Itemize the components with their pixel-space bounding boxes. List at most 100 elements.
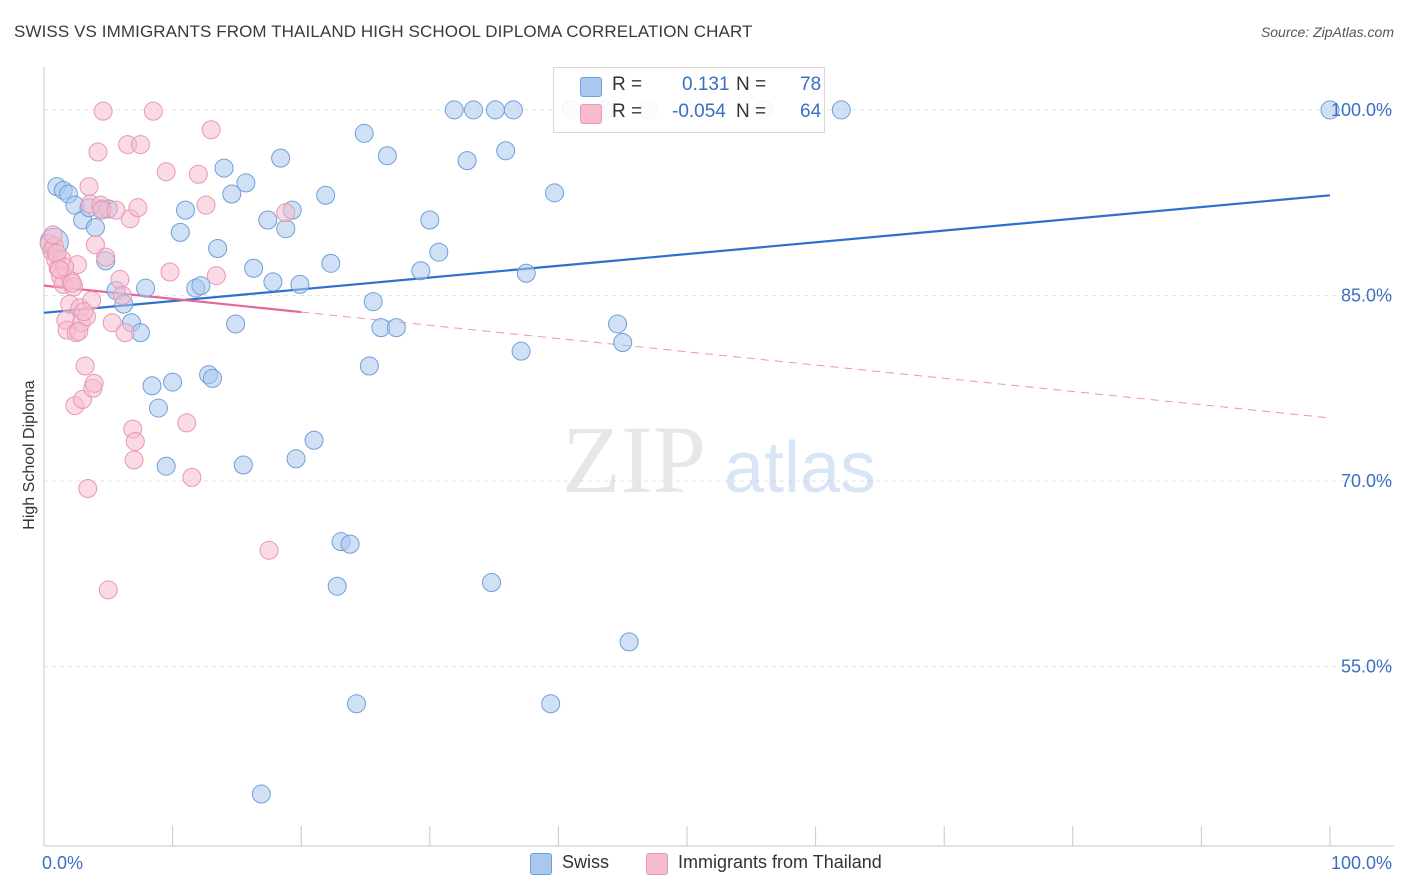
thai-point bbox=[201, 120, 221, 140]
swiss-point bbox=[354, 123, 374, 143]
thai-point bbox=[128, 198, 148, 218]
swiss-point bbox=[340, 534, 360, 554]
thai-point bbox=[112, 285, 132, 305]
swiss-point bbox=[496, 141, 516, 161]
thai-point bbox=[79, 177, 99, 197]
bottom-thai-swatch bbox=[646, 853, 668, 875]
swiss-point bbox=[136, 278, 156, 298]
thai-n-value: 64 bbox=[800, 101, 822, 122]
bottom-swiss-swatch bbox=[530, 853, 552, 875]
thai-point bbox=[75, 356, 95, 376]
thai-trend-line-dashed bbox=[301, 311, 1331, 419]
thai-point bbox=[62, 273, 82, 293]
thai-point bbox=[78, 478, 98, 498]
axes bbox=[43, 67, 1394, 847]
swiss-swatch bbox=[580, 77, 602, 97]
watermark-zip: ZIP bbox=[562, 406, 706, 513]
swiss-point bbox=[541, 694, 561, 714]
swiss-point bbox=[831, 100, 851, 120]
thai-point bbox=[110, 269, 130, 289]
bottom-swiss-label: Swiss bbox=[562, 852, 610, 872]
swiss-point bbox=[327, 576, 347, 596]
swiss-point bbox=[233, 455, 253, 475]
thai-point bbox=[156, 162, 176, 182]
swiss-point bbox=[608, 314, 628, 334]
thai-point bbox=[196, 195, 216, 215]
swiss-n-label: N = bbox=[736, 74, 767, 95]
x-tick-label-min: 0.0% bbox=[42, 853, 83, 873]
swiss-point bbox=[142, 376, 162, 396]
y-tick-label: 85.0% bbox=[1341, 285, 1392, 305]
thai-point bbox=[106, 200, 126, 220]
swiss-point bbox=[545, 183, 565, 203]
grid-lines bbox=[44, 109, 1394, 668]
thai-point bbox=[69, 321, 89, 341]
thai-point bbox=[160, 262, 180, 282]
thai-point bbox=[49, 260, 69, 280]
watermark-atlas: atlas bbox=[724, 428, 876, 508]
swiss-point bbox=[222, 184, 242, 204]
thai-point bbox=[74, 302, 94, 322]
x-tick-label-max: 100.0% bbox=[1331, 853, 1392, 873]
thai-point bbox=[98, 580, 118, 600]
swiss-point bbox=[346, 694, 366, 714]
swiss-point bbox=[156, 456, 176, 476]
swiss-point bbox=[482, 572, 502, 592]
swiss-point bbox=[377, 146, 397, 166]
thai-point bbox=[85, 235, 105, 255]
swiss-point bbox=[258, 210, 278, 230]
swiss-point bbox=[304, 430, 324, 450]
swiss-point bbox=[202, 368, 222, 388]
swiss-point bbox=[276, 219, 296, 239]
thai-n-label: N = bbox=[736, 101, 767, 122]
zipatlas-watermark: ZIP atlas bbox=[562, 406, 876, 513]
thai-point bbox=[124, 450, 144, 470]
thai-point bbox=[182, 467, 202, 487]
chart-title: SWISS VS IMMIGRANTS FROM THAILAND HIGH S… bbox=[14, 22, 753, 41]
y-tick-label: 100.0% bbox=[1331, 100, 1392, 120]
swiss-point bbox=[386, 318, 406, 338]
thai-point bbox=[96, 247, 116, 267]
bottom-thai-label: Immigrants from Thailand bbox=[678, 852, 882, 872]
swiss-point bbox=[271, 148, 291, 168]
correlation-legend: R = 0.131 N = 78 R = -0.054 N = 64 bbox=[553, 67, 825, 133]
thai-point bbox=[188, 164, 208, 184]
y-tick-label: 70.0% bbox=[1341, 471, 1392, 491]
swiss-point bbox=[290, 274, 310, 294]
swiss-point bbox=[175, 200, 195, 220]
thai-point bbox=[115, 323, 135, 343]
swiss-point bbox=[1320, 100, 1340, 120]
swiss-trend-line bbox=[43, 194, 1331, 314]
swiss-point bbox=[208, 238, 228, 258]
swiss-point bbox=[516, 263, 536, 283]
thai-point bbox=[43, 225, 63, 245]
swiss-point bbox=[263, 272, 283, 292]
thai-point bbox=[206, 266, 226, 286]
swiss-n-value: 78 bbox=[800, 74, 822, 95]
swiss-point bbox=[316, 185, 336, 205]
swiss-point bbox=[613, 333, 633, 353]
swiss-point bbox=[286, 449, 306, 469]
thai-points bbox=[39, 101, 296, 600]
source-label: Source: ZipAtlas.com bbox=[1260, 24, 1394, 40]
swiss-point bbox=[251, 784, 271, 804]
thai-swatch bbox=[580, 104, 602, 124]
swiss-point bbox=[85, 217, 105, 237]
swiss-point bbox=[464, 100, 484, 120]
thai-trend-line-solid bbox=[43, 284, 302, 314]
swiss-point bbox=[429, 242, 449, 262]
swiss-point bbox=[444, 100, 464, 120]
swiss-r-label: R = bbox=[612, 74, 643, 95]
y-tick-label: 55.0% bbox=[1341, 657, 1392, 677]
swiss-point bbox=[148, 398, 168, 418]
swiss-point bbox=[359, 356, 379, 376]
thai-r-value: -0.054 bbox=[672, 101, 726, 122]
thai-point bbox=[177, 413, 197, 433]
swiss-point bbox=[236, 173, 256, 193]
swiss-point bbox=[226, 314, 246, 334]
swiss-r-value: 0.131 bbox=[682, 74, 730, 95]
tick-labels: 55.0% 70.0% 85.0% 100.0% 0.0% 100.0% bbox=[42, 100, 1392, 873]
swiss-point bbox=[170, 222, 190, 242]
trend-lines bbox=[43, 194, 1331, 419]
